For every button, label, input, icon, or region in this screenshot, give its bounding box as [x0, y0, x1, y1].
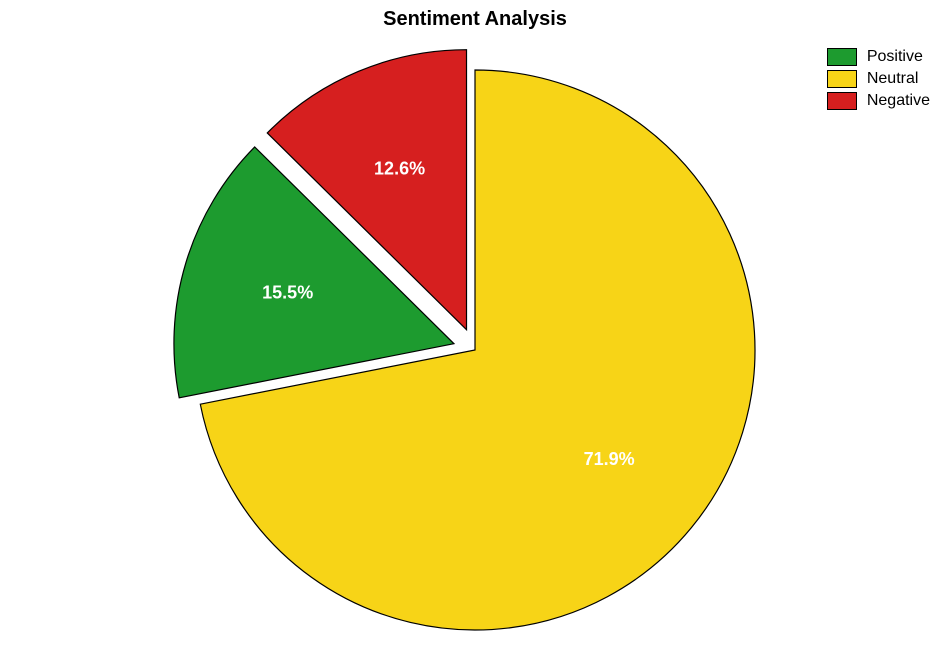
legend-label: Positive — [867, 48, 923, 66]
legend-item-neutral: Neutral — [827, 70, 930, 88]
sentiment-pie-chart: Sentiment Analysis 71.9%15.5%12.6% Posit… — [0, 0, 950, 662]
pie-label-positive: 15.5% — [262, 282, 313, 302]
legend-label: Neutral — [867, 70, 919, 88]
legend-item-negative: Negative — [827, 92, 930, 110]
legend-label: Negative — [867, 92, 930, 110]
pie-label-negative: 12.6% — [374, 158, 425, 178]
legend-swatch — [827, 48, 857, 66]
chart-legend: Positive Neutral Negative — [827, 48, 930, 114]
legend-swatch — [827, 70, 857, 88]
pie-label-neutral: 71.9% — [584, 449, 635, 469]
pie-svg: 71.9% 15.5% 12.6% — [0, 0, 950, 662]
legend-item-positive: Positive — [827, 48, 930, 66]
legend-swatch — [827, 92, 857, 110]
